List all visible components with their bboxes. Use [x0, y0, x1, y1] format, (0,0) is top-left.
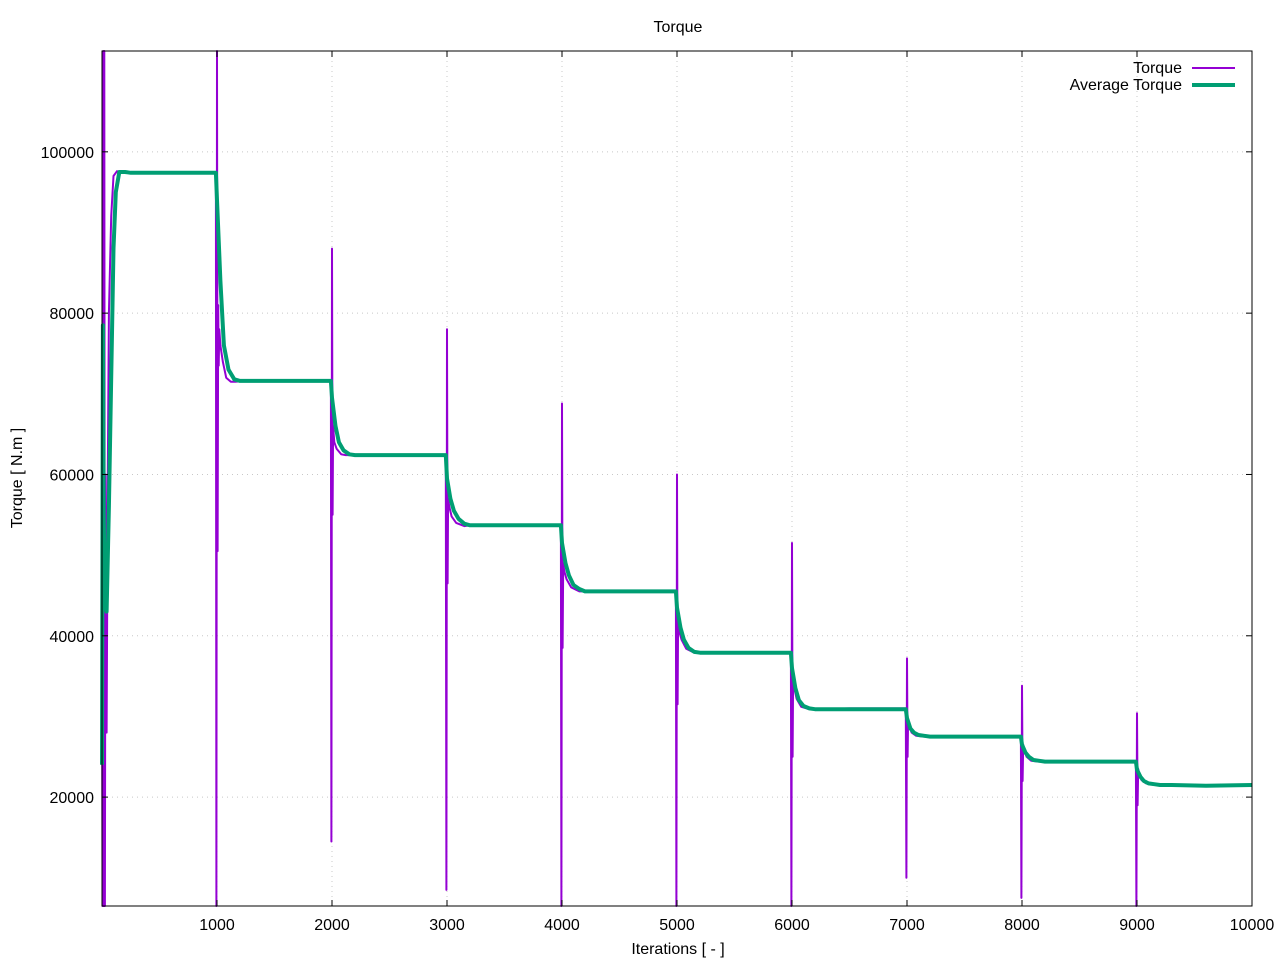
- x-tick-label: 7000: [889, 917, 925, 934]
- y-tick-label: 40000: [50, 629, 95, 646]
- series-line-average-torque: [100, 170, 1253, 788]
- y-tick-label: 20000: [50, 790, 95, 807]
- y-tick-label: 80000: [50, 306, 95, 323]
- legend-label-torque: Torque: [1133, 60, 1182, 77]
- x-tick-label: 6000: [774, 917, 810, 934]
- chart-title: Torque: [654, 19, 703, 36]
- x-tick-label: 2000: [314, 917, 350, 934]
- x-axis-label: Iterations [ - ]: [631, 941, 724, 958]
- x-tick-label: 9000: [1119, 917, 1155, 934]
- x-tick-label: 5000: [659, 917, 695, 934]
- y-axis-label: Torque [ N.m ]: [9, 428, 26, 528]
- x-tick-label: 3000: [429, 917, 465, 934]
- x-tick-label: 8000: [1004, 917, 1040, 934]
- x-tick-label: 1000: [199, 917, 235, 934]
- series-layer: [100, 50, 1253, 907]
- y-tick-label: 100000: [41, 145, 94, 162]
- y-tick-label: 60000: [50, 467, 95, 484]
- x-tick-label: 4000: [544, 917, 580, 934]
- axis-ticks: 1000 2000 3000 4000 5000 6000 7000 8000 9000 1000…: [41, 51, 1275, 934]
- x-tick-label: 10000: [1230, 917, 1275, 934]
- legend-label-average-torque: Average Torque: [1070, 77, 1182, 94]
- series-line-torque: [101, 50, 1253, 907]
